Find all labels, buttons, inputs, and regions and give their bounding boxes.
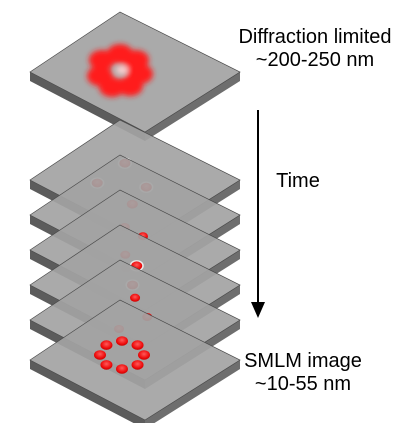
localized-emitter xyxy=(100,340,113,350)
plane-right-side xyxy=(145,72,240,141)
time-plane xyxy=(29,299,241,428)
localized-emitter xyxy=(131,340,144,350)
time-arrow-head xyxy=(251,302,265,318)
plane-right-side xyxy=(145,360,240,428)
plane-left-side xyxy=(30,360,145,428)
blurred-emitter xyxy=(87,66,113,86)
diffraction-limited-label: Diffraction limited ~200-250 nm xyxy=(222,26,408,72)
blinking-emitter xyxy=(130,293,141,302)
blurred-emitter xyxy=(89,50,115,70)
time-label: Time xyxy=(276,170,320,192)
smlm-image-label: SMLM image ~10-55 nm xyxy=(228,350,378,396)
localized-emitter xyxy=(138,350,150,360)
time-arrow xyxy=(251,110,265,318)
localized-emitter xyxy=(116,364,128,374)
stack-shade xyxy=(120,120,170,300)
localized-emitter xyxy=(131,360,144,370)
localized-emitter xyxy=(94,350,106,360)
ring-center xyxy=(116,66,128,74)
diffraction-limited-title: Diffraction limited xyxy=(238,26,392,48)
diffraction-limited-blobs xyxy=(87,44,153,97)
localized-emitter xyxy=(100,360,113,370)
smlm-image-title: SMLM image xyxy=(244,350,362,372)
diffraction-limited-size: ~200-250 nm xyxy=(255,49,375,71)
plane-top-face xyxy=(29,299,241,421)
localized-emitter xyxy=(116,336,128,346)
smlm-image-size: ~10-55 nm xyxy=(254,373,352,395)
